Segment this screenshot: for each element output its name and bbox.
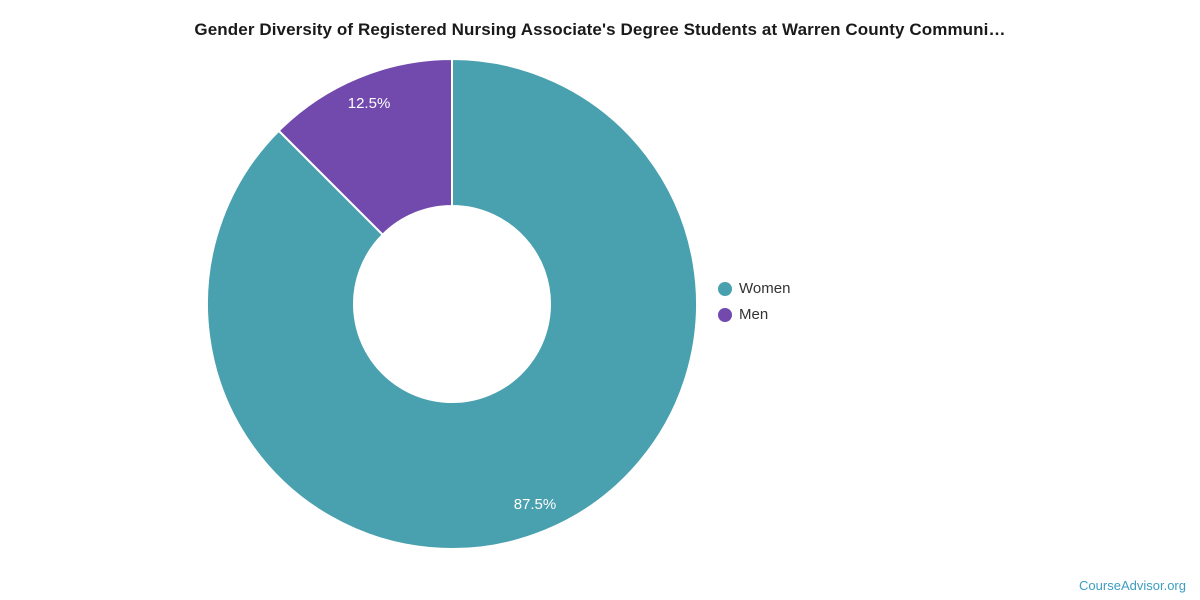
legend-label-men: Men <box>739 306 769 323</box>
chart-title: Gender Diversity of Registered Nursing A… <box>194 20 1006 39</box>
legend-swatch-men-icon <box>718 307 732 322</box>
data-label-men: 12.5% <box>348 95 391 112</box>
pie-slice-men[interactable] <box>277 58 453 236</box>
legend: Women Men <box>718 278 790 325</box>
pie-slice-women[interactable] <box>206 58 698 550</box>
donut-chart: 87.5% 12.5% <box>206 58 698 550</box>
legend-label-women: Women <box>739 280 791 297</box>
legend-swatch-women-icon <box>718 281 732 296</box>
legend-item-women[interactable]: Women <box>718 278 790 299</box>
data-label-women: 87.5% <box>514 496 557 513</box>
courseadvisor-credit-link[interactable]: CourseAdvisor.org <box>1079 578 1186 593</box>
legend-item-men[interactable]: Men <box>718 304 790 325</box>
